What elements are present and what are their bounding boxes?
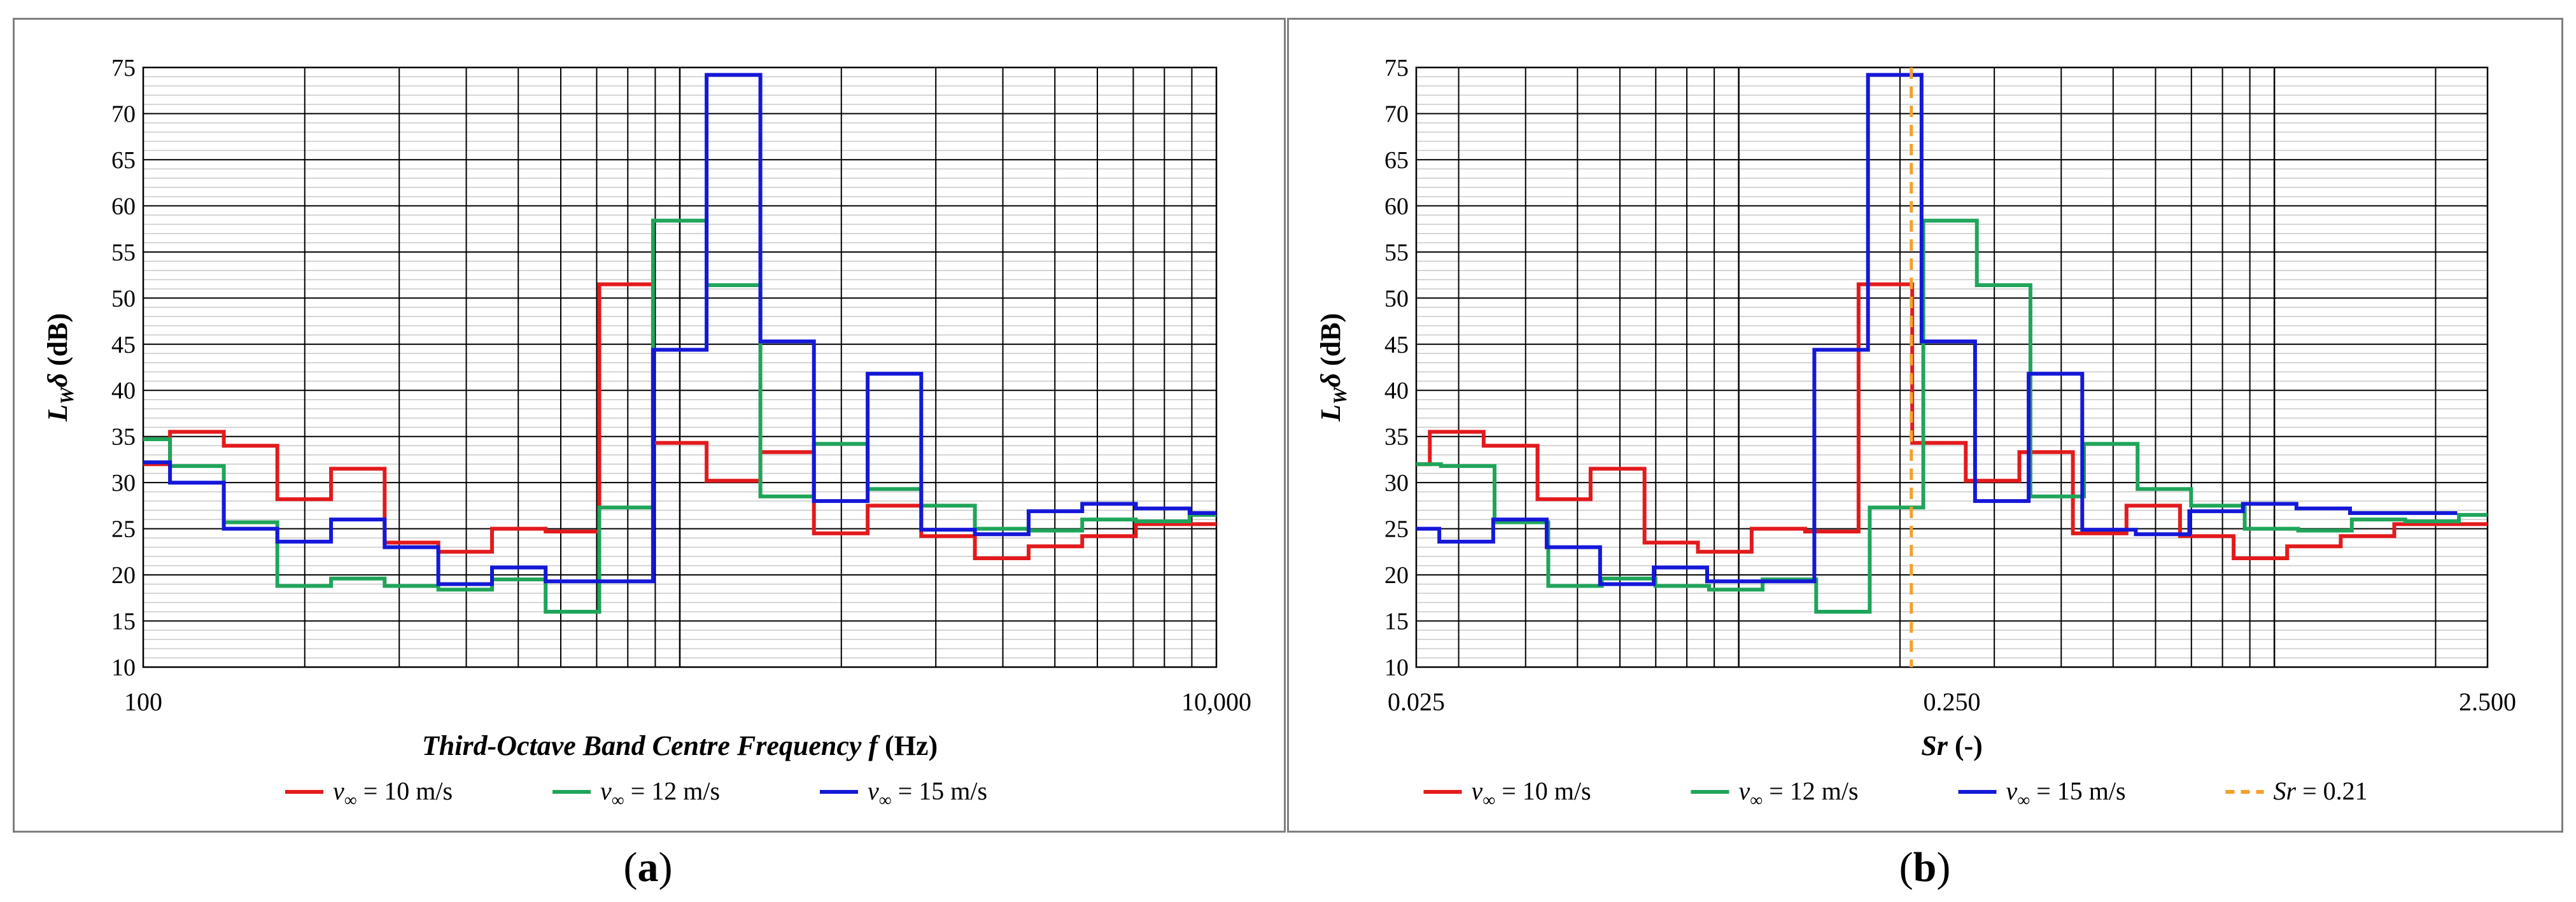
panel-label-a: (a)	[623, 844, 673, 891]
y-tick-label: 25	[111, 516, 136, 543]
y-tick-label: 50	[1384, 285, 1409, 312]
chart-panel-b: 10 15 20 25 30 35 40 45 50 55 60 65 70 75 0.025 0.250 2.…	[1287, 18, 2563, 833]
x-axis-label: Third-Octave Band Centre Frequency f (Hz…	[422, 730, 938, 761]
y-tick-label: 35	[111, 424, 136, 451]
plot-area	[1416, 67, 2488, 667]
legend-label-1: v∞ = 10 m/s	[333, 777, 453, 810]
y-tick-label: 75	[1384, 55, 1409, 81]
y-tick-label: 70	[1384, 101, 1409, 127]
legend-label-2: v∞ = 12 m/s	[600, 777, 720, 810]
chart-b-svg: 10 15 20 25 30 35 40 45 50 55 60 65 70 75 0.025 0.250 2.…	[1315, 55, 2516, 810]
legend-label-2: v∞ = 12 m/s	[1739, 777, 1859, 810]
series-line-1	[1416, 282, 2488, 560]
y-tick-label: 40	[1384, 377, 1409, 404]
x-tick-label: 2.500	[2459, 687, 2516, 716]
series-line-3	[143, 73, 1216, 586]
legend-label-4: Sr = 0.21	[2274, 777, 2368, 805]
y-tick-label: 35	[1384, 424, 1409, 451]
y-tick-label: 45	[111, 332, 136, 358]
axes-frame	[1415, 66, 2489, 668]
y-tick-label: 25	[1384, 516, 1409, 543]
y-tick-label: 30	[111, 470, 136, 497]
axes-frame	[142, 66, 1218, 668]
legend-label-1: v∞ = 10 m/s	[1472, 777, 1591, 810]
y-tick-label: 75	[111, 55, 136, 81]
y-tick-label: 65	[1384, 147, 1409, 174]
y-tick-label: 10	[1384, 654, 1409, 681]
panel-label-b: (b)	[1899, 844, 1951, 891]
y-tick-label: 60	[111, 193, 136, 220]
y-tick-label: 70	[111, 101, 136, 127]
x-tick-label: 10,000	[1181, 687, 1251, 716]
x-tick-label: 0.025	[1388, 687, 1445, 716]
y-axis-label: LWδ (dB)	[1315, 313, 1351, 422]
x-tick-label: 0.250	[1924, 687, 1981, 716]
y-tick-label: 15	[1384, 609, 1409, 635]
y-tick-label: 10	[111, 654, 136, 681]
legend-label-3: v∞ = 15 m/s	[2006, 777, 2126, 810]
y-tick-label: 40	[111, 377, 136, 404]
y-tick-label: 60	[1384, 193, 1409, 220]
x-tick-label: 100	[124, 687, 162, 716]
y-tick-label: 55	[1384, 239, 1409, 266]
chart-a-svg: 10 15 20 25 30 35 40 45 50 55 60 65 70 75 100 10,000 Thi…	[42, 55, 1251, 810]
legend-label-3: v∞ = 15 m/s	[868, 777, 987, 810]
y-tick-label: 50	[111, 285, 136, 312]
y-tick-label: 65	[111, 147, 136, 174]
y-tick-label: 55	[111, 239, 136, 266]
series-line-2	[1416, 218, 2488, 614]
y-tick-label: 30	[1384, 470, 1409, 497]
series-line-2	[143, 218, 1216, 614]
x-axis-label: Sr (-)	[1921, 730, 1983, 761]
y-tick-label: 20	[111, 562, 136, 589]
y-tick-label: 45	[1384, 332, 1409, 358]
chart-panel-a: 10 15 20 25 30 35 40 45 50 55 60 65 70 75 100 10,000 Thi…	[13, 18, 1286, 833]
y-tick-label: 15	[111, 609, 136, 635]
series-line-3	[1416, 73, 2458, 586]
y-tick-label: 20	[1384, 562, 1409, 589]
y-axis-label: LWδ (dB)	[42, 313, 78, 422]
